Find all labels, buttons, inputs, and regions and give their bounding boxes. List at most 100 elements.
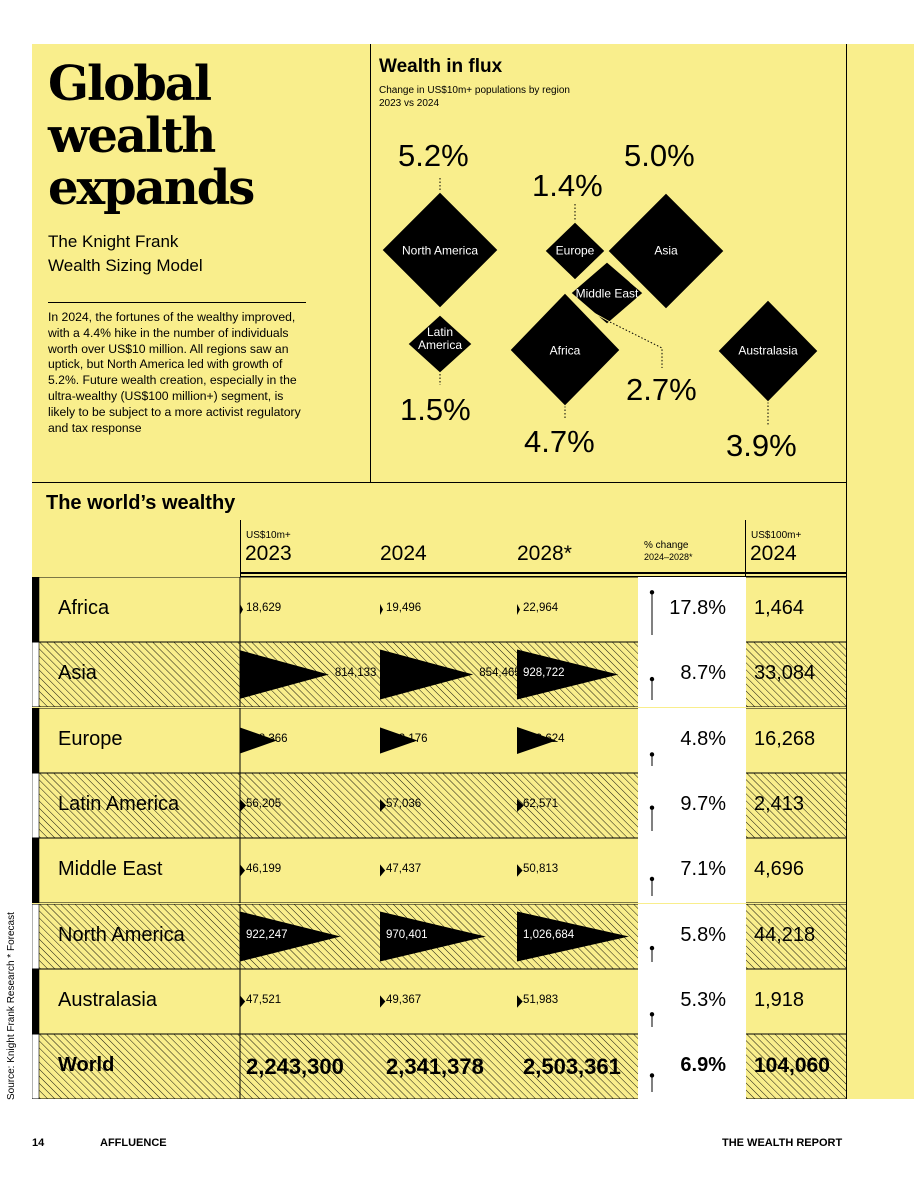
flux-label-north-america: North America [401, 243, 479, 258]
change-gauge [649, 876, 655, 897]
source-note: Source: Knight Frank Research * Forecast [6, 912, 17, 1100]
flux-label-africa: Africa [549, 343, 581, 358]
value-triangle [240, 650, 329, 700]
value-triangle [517, 726, 557, 754]
table-row: Asia 814,133 854,465 928,722 8.7% 33,084 [32, 642, 846, 708]
value-triangle [517, 798, 524, 812]
row-region: World [58, 1054, 115, 1077]
row-value-v2024: 970,401 [386, 928, 428, 941]
row-value-100m: 44,218 [754, 923, 816, 946]
change-dot [649, 1011, 655, 1017]
value-triangle [380, 726, 418, 754]
row-value-v2024: 19,496 [386, 602, 422, 614]
subtitle: The Knight Frank Wealth Sizing Model [48, 230, 308, 278]
row-tab [32, 968, 40, 1034]
value-triangle [380, 995, 386, 1008]
value-triangle [240, 799, 247, 812]
change-dot [649, 1073, 655, 1078]
change-gauge [649, 945, 655, 962]
value-triangle [517, 649, 619, 700]
value-triangle [517, 911, 630, 961]
change-cell: 9.7% [638, 772, 746, 838]
change-gauge [649, 1073, 655, 1093]
intro-rule [48, 302, 306, 303]
row-region: Latin America [58, 792, 180, 815]
row-value-100m: 2,413 [754, 792, 805, 815]
col-group-100m: US$100m+ [751, 530, 802, 541]
value-triangle [240, 727, 277, 754]
overlap-line [629, 281, 644, 294]
row-value-v2028: 2,503,361 [523, 1054, 621, 1080]
row-value-v2023: 2,243,300 [246, 1054, 344, 1080]
change-cell: 4.8% [638, 707, 746, 773]
row-change: 17.8% [669, 597, 726, 619]
value-triangle [380, 604, 383, 615]
value-triangle [517, 864, 523, 877]
change-dot [649, 590, 655, 595]
flux-subtitle-line: Change in US$10m+ populations by region [379, 85, 570, 96]
row-region: Europe [58, 727, 123, 750]
row-value-100m: 33,084 [754, 662, 816, 685]
change-cell: 5.3% [638, 968, 746, 1034]
col-2023: 2023 [245, 542, 292, 565]
row-region: Middle East [58, 858, 163, 881]
flux-pct-europe: 1.4% [532, 168, 603, 203]
row-change: 8.7% [680, 662, 726, 685]
flux-title: Wealth in flux [379, 56, 503, 77]
value-triangle [517, 995, 523, 1008]
change-cell: 5.8% [638, 903, 746, 969]
col-100m-2024: 2024 [750, 542, 797, 565]
flux-label-australasia: Australasia [738, 343, 798, 358]
flux-pct-australasia: 3.9% [726, 428, 797, 463]
value-triangle [240, 604, 243, 615]
table-row: Australasia 47,521 49,367 51,983 5.3% 1,918 [32, 968, 846, 1034]
row-value-v2024: 47,437 [386, 863, 422, 876]
row-value-v2028: 22,964 [523, 602, 559, 614]
flux-label-middle-east: Middle East [575, 286, 639, 301]
section-name: AFFLUENCE [100, 1137, 167, 1149]
row-tab [32, 577, 40, 642]
value-triangle [240, 864, 246, 877]
table-header-rule [240, 520, 241, 576]
flux-label-latin-america: Latin America [417, 325, 462, 352]
row-value-v2024: 854,465 [479, 667, 521, 680]
row-value-v2024: 2,341,378 [386, 1054, 484, 1080]
connector-line [609, 321, 663, 368]
section-divider [32, 482, 846, 483]
row-value-v2023: 338,366 [246, 732, 288, 745]
flux-pct-latin-america: 1.5% [400, 392, 471, 427]
change-cell: 17.8% [638, 577, 746, 642]
header-divider [370, 44, 371, 482]
flux-subtitle-line: 2023 vs 2024 [379, 98, 440, 109]
change-dot [649, 945, 655, 950]
change-dot [649, 751, 655, 757]
flux-pct-africa: 4.7% [524, 424, 595, 459]
table-header-rule [240, 572, 846, 574]
row-value-v2028: 62,571 [523, 797, 559, 810]
table-row: Europe 338,366 343,176 359,624 4.8% 16,268 [32, 707, 846, 773]
change-gauge [649, 677, 655, 701]
africa-diamond [509, 292, 621, 407]
flux-pct-asia: 5.0% [624, 138, 695, 173]
value-triangle [380, 799, 387, 812]
row-value-v2023: 56,205 [246, 797, 282, 810]
row-value-v2028: 359,624 [523, 732, 565, 745]
change-dot [649, 876, 655, 882]
row-value-v2028: 50,813 [523, 863, 559, 876]
row-value-v2023: 18,629 [246, 602, 282, 614]
change-cell: 7.1% [638, 838, 746, 904]
title-line: Global [48, 56, 212, 112]
right-margin-line [846, 44, 847, 1099]
row-region: Australasia [58, 988, 157, 1011]
table-header-rule [745, 520, 746, 576]
row-change: 5.8% [680, 923, 726, 946]
row-region: Asia [58, 662, 97, 685]
row-value-v2024: 57,036 [386, 797, 422, 810]
intro-paragraph: In 2024, the fortunes of the wealthy imp… [48, 310, 301, 435]
north-america-diamond [381, 191, 499, 309]
flux-subtitle: Change in US$10m+ populations by region … [379, 84, 619, 110]
row-value-v2024: 49,367 [386, 993, 422, 1006]
value-triangle [240, 911, 341, 961]
report-name: THE WEALTH REPORT [722, 1137, 843, 1149]
row-change: 9.7% [680, 792, 726, 815]
